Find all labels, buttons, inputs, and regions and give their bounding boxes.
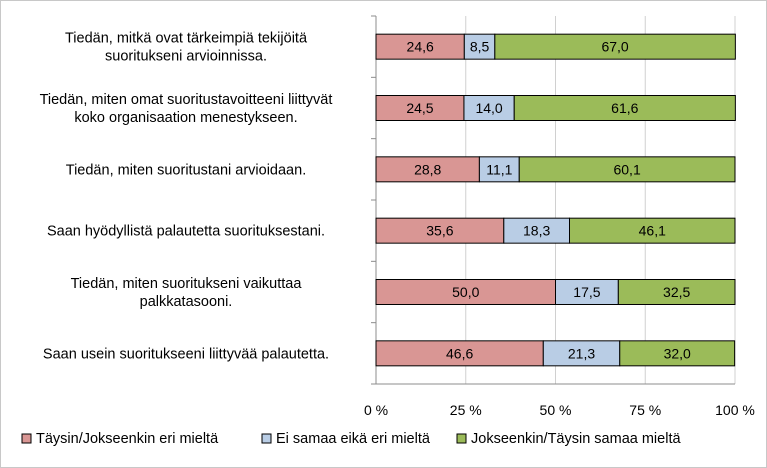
bar-segment: [375, 33, 465, 60]
category-label: Tiedän, miten suoritustani arvioidaan.: [66, 162, 306, 178]
data-label: 24,5: [406, 100, 433, 116]
bar-segment: [463, 33, 496, 60]
x-tick-label: 0 %: [364, 402, 388, 418]
bar-segment: [617, 279, 736, 305]
bar-segment: [375, 340, 544, 367]
legend-swatch: [456, 433, 467, 444]
data-label: 14,0: [475, 100, 502, 116]
data-label: 32,5: [663, 284, 690, 300]
x-tick-label: 75 %: [629, 402, 661, 418]
bar-segment: [513, 95, 736, 121]
category-label: Tiedän, mitkä ovat tärkeimpiä tekijöitä s…: [65, 31, 308, 65]
data-label: 46,1: [639, 223, 666, 239]
bar-segment: [569, 217, 736, 244]
data-label: 46,6: [446, 345, 473, 361]
data-label: 11,1: [486, 161, 512, 177]
bar-segment: [619, 340, 736, 367]
bar-segment: [518, 156, 736, 183]
bar-segment: [555, 279, 619, 305]
data-label: 60,1: [613, 161, 640, 177]
bar-segment: [375, 279, 556, 305]
bar-segment: [494, 33, 736, 60]
bar-segment: [542, 340, 621, 367]
data-label: 21,3: [568, 345, 595, 361]
category-label: Tiedän, miten suoritukseni vaikuttaa palk…: [71, 276, 303, 310]
data-label: 67,0: [601, 39, 628, 55]
x-tick-label: 25 %: [450, 402, 482, 418]
data-label: 18,3: [523, 223, 550, 239]
legend-swatch: [21, 433, 32, 444]
legend-label: Jokseenkin/Täysin samaa mieltä: [471, 431, 681, 447]
category-label: Saan usein suoritukseeni liittyvää palau…: [43, 346, 329, 362]
legend-swatch: [261, 433, 272, 444]
bar-segment: [478, 156, 520, 183]
data-label: 32,0: [664, 345, 691, 361]
bar-segment: [463, 95, 515, 121]
category-label: Tiedän, miten omat suoritustavoitteeni l…: [40, 92, 333, 126]
bar-segment: [375, 95, 465, 121]
bar-segment: [375, 217, 505, 244]
x-tick-label: 50 %: [540, 402, 572, 418]
data-label: 50,0: [452, 284, 479, 300]
data-label: 8,5: [470, 39, 490, 55]
legend-label: Täysin/Jokseenkin eri mieltä: [36, 431, 219, 447]
data-label: 17,5: [573, 284, 600, 300]
x-tick-label: 100 %: [715, 402, 755, 418]
data-label: 61,6: [611, 100, 638, 116]
category-label: Saan hyödyllistä palautetta suorituksest…: [47, 224, 325, 240]
legend-label: Ei samaa eikä eri mieltä: [276, 431, 431, 447]
data-label: 28,8: [414, 161, 441, 177]
data-label: 24,6: [407, 39, 434, 55]
data-label: 35,6: [426, 223, 453, 239]
